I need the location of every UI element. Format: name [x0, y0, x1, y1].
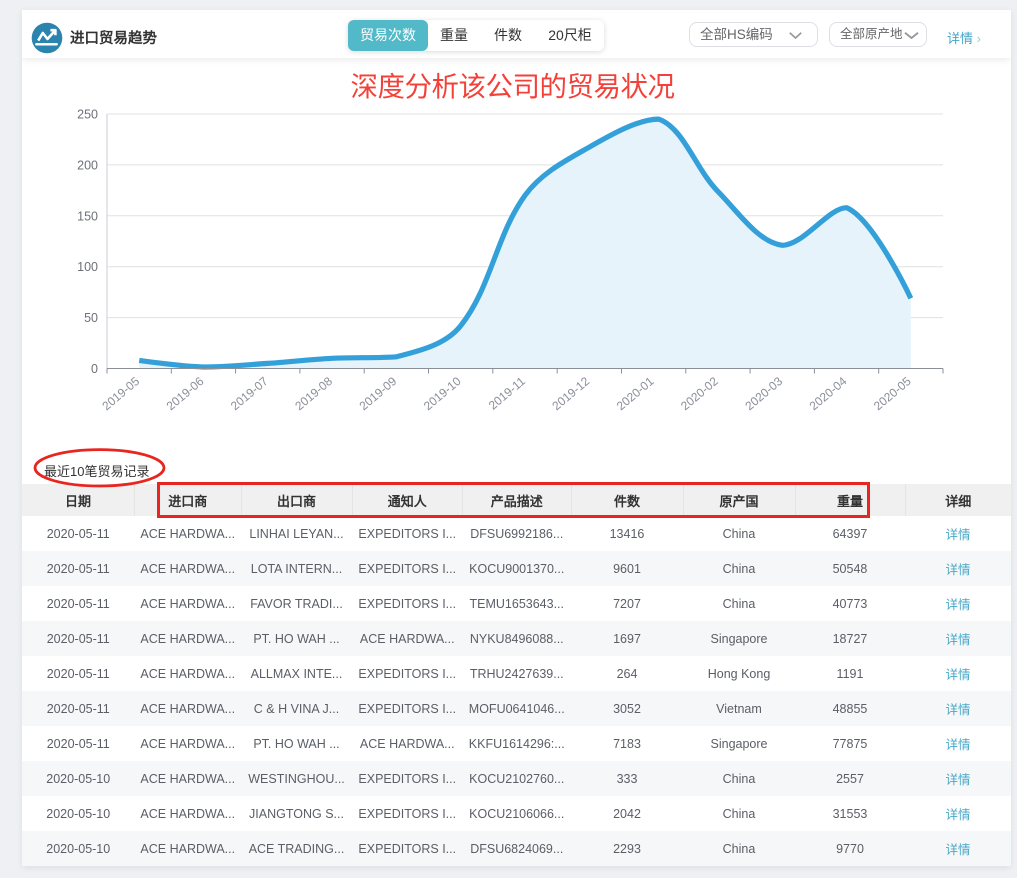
- svg-text:100: 100: [77, 260, 98, 274]
- svg-text:2020-05: 2020-05: [871, 374, 914, 413]
- svg-text:200: 200: [77, 158, 98, 172]
- svg-text:2019-07: 2019-07: [228, 374, 271, 413]
- svg-text:2020-04: 2020-04: [807, 374, 850, 413]
- svg-text:2019-10: 2019-10: [421, 374, 464, 413]
- svg-text:2019-09: 2019-09: [357, 374, 400, 413]
- svg-text:0: 0: [91, 362, 98, 376]
- svg-text:50: 50: [84, 311, 98, 325]
- svg-text:2019-08: 2019-08: [292, 374, 335, 413]
- svg-text:2019-05: 2019-05: [99, 374, 142, 413]
- svg-text:2020-03: 2020-03: [742, 374, 785, 413]
- svg-text:250: 250: [77, 108, 98, 122]
- svg-text:2019-11: 2019-11: [486, 374, 528, 413]
- svg-text:2019-12: 2019-12: [549, 374, 592, 413]
- svg-text:2020-01: 2020-01: [614, 374, 657, 413]
- svg-text:2020-02: 2020-02: [678, 374, 721, 413]
- svg-text:150: 150: [77, 209, 98, 223]
- svg-text:2019-06: 2019-06: [164, 374, 207, 413]
